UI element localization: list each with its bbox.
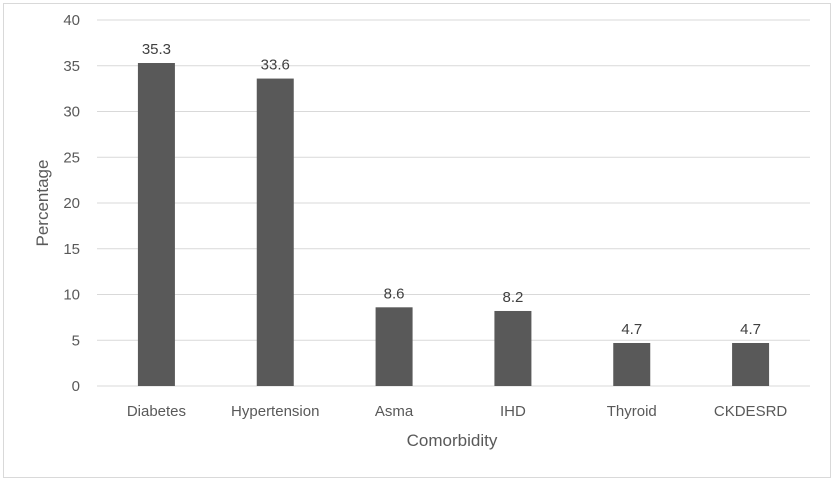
data-label-ihd: 8.2 — [502, 289, 523, 306]
bar-hypertension — [256, 78, 294, 386]
data-label-ckdesrd: 4.7 — [740, 321, 761, 338]
y-tick-label: 20 — [63, 195, 80, 212]
data-label-asma: 8.6 — [384, 285, 405, 302]
y-tick-label: 25 — [63, 149, 80, 166]
data-label-hypertension: 33.6 — [261, 57, 290, 74]
y-tick-label: 40 — [63, 12, 80, 29]
bar-asma — [375, 307, 413, 386]
y-tick-label: 30 — [63, 104, 80, 121]
bar-ihd — [494, 310, 532, 386]
y-axis-title: Percentage — [33, 160, 52, 247]
y-tick-label: 35 — [63, 58, 80, 75]
x-tick-label-ihd: IHD — [500, 403, 526, 420]
data-label-thyroid: 4.7 — [621, 321, 642, 338]
x-axis-ticks: Diabetes Hypertension Asma IHD Thyroid CKDESR… — [127, 403, 788, 420]
x-tick-label-thyroid: Thyroid — [607, 403, 657, 420]
bar-thyroid — [613, 342, 651, 386]
bars — [137, 63, 770, 386]
bar-ckdesrd — [732, 342, 770, 386]
x-tick-label-diabetes: Diabetes — [127, 403, 186, 420]
y-tick-label: 5 — [72, 332, 80, 349]
y-tick-label: 15 — [63, 241, 80, 258]
y-axis-ticks: 0 5 10 15 20 25 30 35 40 — [63, 12, 80, 395]
y-tick-label: 10 — [63, 287, 80, 304]
data-labels: 35.3 33.6 8.6 8.2 4.7 4.7 — [142, 41, 761, 338]
gridlines — [97, 19, 810, 387]
x-tick-label-hypertension: Hypertension — [231, 403, 319, 420]
data-label-diabetes: 35.3 — [142, 41, 171, 58]
x-tick-label-ckdesrd: CKDESRD — [714, 403, 788, 420]
y-tick-label: 0 — [72, 378, 80, 395]
x-axis-title: Comorbidity — [407, 431, 498, 450]
x-tick-label-asma: Asma — [375, 403, 414, 420]
bar-diabetes — [137, 63, 175, 386]
